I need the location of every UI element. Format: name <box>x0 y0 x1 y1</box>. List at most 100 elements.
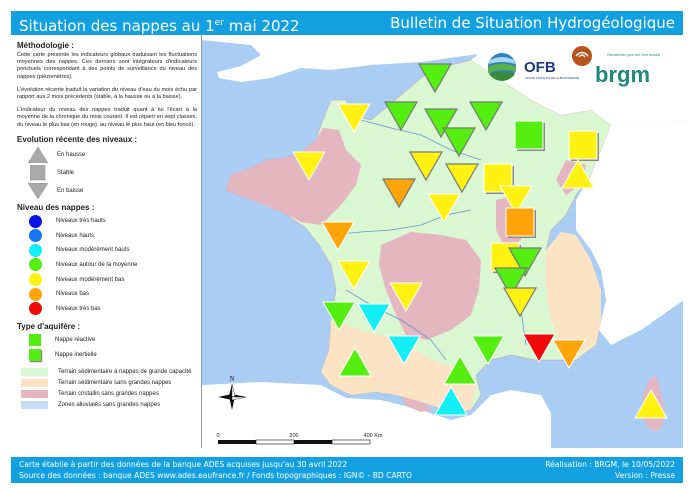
methodology-paragraph-3: L'indicateur du niveau des nappes tradui… <box>17 107 197 128</box>
title-superscript: er <box>214 18 224 28</box>
stable-square-icon <box>505 207 535 237</box>
garonne-river <box>345 289 447 361</box>
neighbouring-countries <box>576 120 683 345</box>
evolution-label: En baisse <box>57 187 84 194</box>
pyrenees-foothills <box>321 320 476 412</box>
falling-triangle-icon <box>441 127 477 158</box>
falling-triangle-icon <box>321 221 355 252</box>
evolution-item-falling: En baisse <box>17 182 197 200</box>
northern-neighbours <box>471 35 683 125</box>
orange-dot-icon <box>29 287 42 301</box>
svg-text:400 Km: 400 Km <box>364 433 383 439</box>
svg-text:OFB: OFB <box>524 59 556 76</box>
footer-realisation: Réalisation : BRGM, le 10/05/2022 <box>545 460 675 469</box>
falling-triangle-icon <box>417 63 453 94</box>
terrain-swatch <box>21 401 48 410</box>
falling-triangle-icon <box>507 247 543 278</box>
france-map: N 0 200 400 Km OFB OFFICE FRANÇAIS DE LA… <box>202 35 683 448</box>
blue-dot-icon <box>29 214 42 228</box>
falling-triangle-icon <box>499 185 533 216</box>
inertial-square-icon <box>29 349 41 362</box>
level-label: Niveaux hauts <box>56 232 95 239</box>
level-label: Niveaux bas <box>56 291 90 298</box>
svg-text:Géosciences pour une Terre dur: Géosciences pour une Terre durable <box>607 53 660 57</box>
terrain-label: Terrain cristallin sans grandes nappes <box>58 391 159 398</box>
level-label: Niveaux autour de la moyenne <box>56 261 138 268</box>
aquifer-item-inertial: Nappe inertielle <box>17 348 197 363</box>
falling-triangle-icon <box>552 339 586 370</box>
falling-triangle-icon <box>408 151 444 182</box>
terrain-item-crystalline: Terrain cristallin sans grandes nappes <box>17 389 197 400</box>
cyan-dot-icon <box>29 243 42 257</box>
svg-text:200: 200 <box>289 433 298 439</box>
svg-text:0: 0 <box>216 433 219 439</box>
evolution-item-rising: En hausse <box>17 146 197 164</box>
rising-triangle-icon <box>561 158 595 189</box>
methodology-paragraph-2: L'évolution récente traduit la variation… <box>17 86 197 101</box>
level-item-very-low: Niveaux très bas <box>17 301 197 316</box>
footer: Carte établie à partir des données de la… <box>11 457 683 483</box>
aquifer-item-reactive: Nappe réactive <box>17 333 197 348</box>
massif-armoricain <box>226 128 361 225</box>
alps-region <box>546 232 601 355</box>
rising-triangle-icon <box>434 385 468 416</box>
triangle-up-icon <box>27 146 49 163</box>
level-item-average: Niveaux autour de la moyenne <box>17 258 197 273</box>
square-icon <box>27 164 49 181</box>
falling-triangle-icon <box>337 260 371 291</box>
falling-triangle-icon <box>493 267 529 298</box>
level-label: Niveaux modérément bas <box>56 276 125 283</box>
falling-triangle-icon <box>357 303 391 334</box>
falling-triangle-icon <box>383 101 419 132</box>
falling-triangle-icon <box>337 103 371 134</box>
terrain-label: Zones alluviales sans grandes nappes <box>58 402 161 409</box>
terrain-label: Terrain sédimentaire à nappes de grande … <box>58 369 192 376</box>
red-dot-icon <box>29 302 42 316</box>
falling-triangle-icon <box>423 108 459 139</box>
level-item-low: Niveaux bas <box>17 287 197 302</box>
stable-square-icon <box>514 120 544 150</box>
falling-triangle-icon <box>468 101 504 132</box>
falling-triangle-icon <box>292 151 326 182</box>
light-blue-dot-icon <box>29 229 42 243</box>
uk-landmass <box>202 35 551 82</box>
falling-triangle-icon <box>381 178 417 209</box>
levels-title: Niveau des nappes : <box>17 202 95 212</box>
spain-landmass <box>202 382 551 448</box>
legend-panel: Méthodologie : Cette carte présente les … <box>11 35 201 448</box>
footer-version: Version : Presse <box>615 471 675 480</box>
evolution-title: Evolution récente des niveaux : <box>17 134 138 144</box>
terrain-swatch <box>21 368 48 377</box>
terrain-item-large-aquifers: Terrain sédimentaire à nappes de grande … <box>17 367 197 378</box>
ofb-logo: OFB OFFICE FRANÇAIS DE LA BIODIVERSITÉ <box>488 53 579 81</box>
loire-river <box>330 209 472 236</box>
footer-source: Source des données : banque ADES www.ade… <box>19 471 413 480</box>
terrain-item-sedimentary: Terrain sédimentaire sans grandes nappes <box>17 378 197 389</box>
map-panel: N 0 200 400 Km OFB OFFICE FRANÇAIS DE LA… <box>201 35 683 448</box>
falling-triangle-icon <box>444 163 480 194</box>
level-item-high: Niveaux hauts <box>17 228 197 243</box>
level-item-moderately-high: Niveaux modérément hauts <box>17 243 197 258</box>
rising-triangle-icon <box>634 388 668 419</box>
green-dot-icon <box>29 258 42 272</box>
methodology-paragraph-1: Cette carte présente les indicateurs glo… <box>17 52 197 80</box>
evolution-label: En hausse <box>57 151 86 158</box>
yellow-dot-icon <box>29 273 42 286</box>
falling-triangle-icon <box>471 335 505 366</box>
title-date: mai 2022 <box>223 17 300 35</box>
bulletin-subtitle: Bulletin de Situation Hydrogéologique <box>350 11 683 35</box>
falling-triangle-icon <box>322 301 356 332</box>
scale-bar: 0 200 400 Km <box>216 433 383 445</box>
reactive-square-icon <box>29 334 41 347</box>
rising-triangle-icon <box>338 346 372 377</box>
level-item-very-high: Niveaux très hauts <box>17 214 197 229</box>
svg-text:N: N <box>229 375 234 383</box>
brgm-logo: brgm Géosciences pour une Terre durable <box>572 46 660 87</box>
title-text: Situation des nappes au 1 <box>19 17 215 35</box>
svg-text:brgm: brgm <box>595 62 650 87</box>
level-label: Niveaux très bas <box>56 305 101 312</box>
falling-triangle-icon <box>502 287 538 318</box>
terrain-swatch <box>21 390 48 399</box>
level-item-moderately-low: Niveaux modérément bas <box>17 272 197 287</box>
terrain-label: Terrain sédimentaire sans grandes nappes <box>58 380 172 387</box>
